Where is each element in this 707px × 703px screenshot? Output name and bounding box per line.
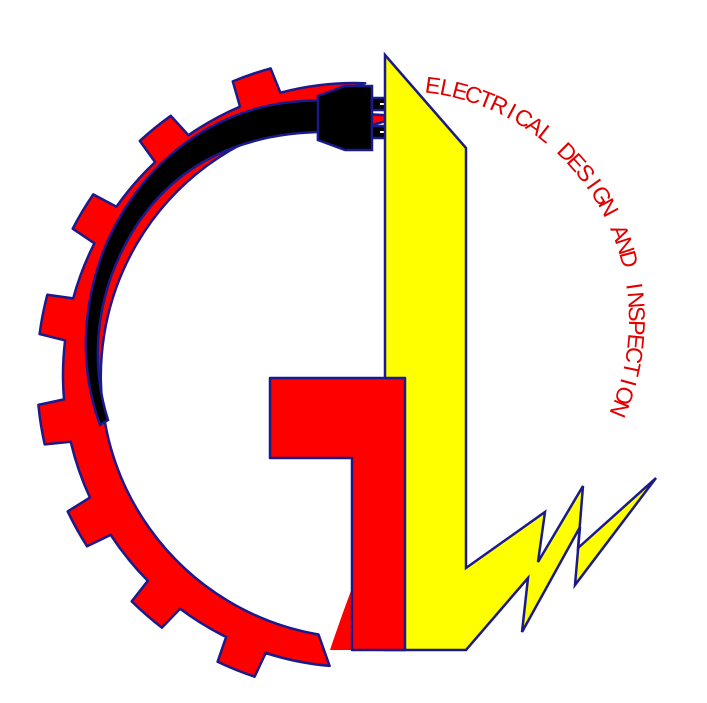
tagline-letter: P: [624, 320, 650, 336]
tagline-letter: T: [618, 359, 646, 378]
tagline-letter: C: [620, 345, 648, 365]
tagline-letter: N: [622, 291, 649, 310]
tagline-letter: I: [621, 281, 648, 291]
power-cord-icon: [84, 99, 337, 427]
tagline-letter: E: [424, 71, 443, 99]
tagline-letter: C: [462, 80, 486, 110]
tagline-letter: D: [614, 248, 643, 271]
tagline-letter: N: [610, 234, 640, 258]
tagline-letter: S: [624, 306, 650, 322]
g-crossbar-icon: [268, 376, 407, 652]
tagline-letter: E: [622, 333, 649, 351]
tagline-letter: E: [449, 76, 470, 105]
lightning-bolt-icon: [383, 51, 657, 652]
tagline-letter: L: [438, 74, 456, 102]
